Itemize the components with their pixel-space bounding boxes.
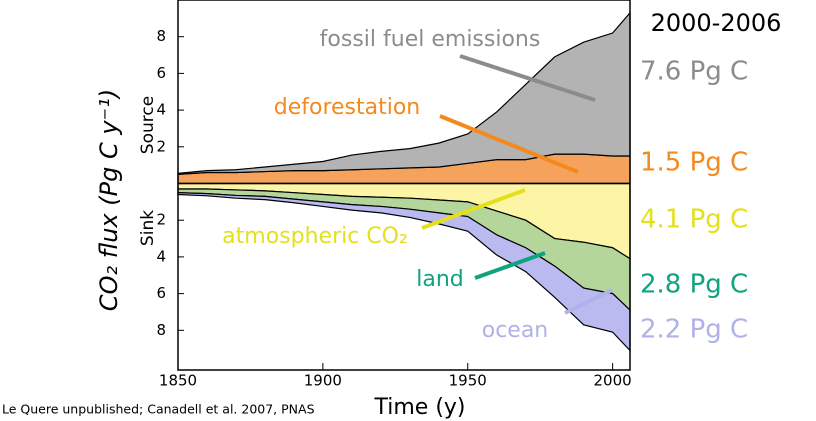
x-tick-label: 1850 — [159, 372, 197, 390]
y-tick-label: 2 — [156, 137, 166, 155]
mean-label: 1.5 Pg C — [640, 148, 748, 178]
credit: Le Quere unpublished; Canadell et al. 20… — [2, 402, 315, 417]
mean-label: 7.6 Pg C — [640, 57, 748, 87]
series-label: atmospheric CO₂ — [222, 224, 408, 249]
series-label: land — [416, 267, 464, 292]
pointer — [474, 251, 546, 280]
source-label: Source — [138, 96, 158, 154]
y-tick-label: 6 — [156, 284, 166, 302]
series-label: deforestation — [274, 95, 421, 120]
pointer — [439, 114, 579, 174]
y-tick-label: 2 — [156, 211, 166, 229]
y-tick-label: 4 — [156, 101, 166, 119]
x-tick-label: 1900 — [304, 372, 342, 390]
x-axis-label: Time (y) — [373, 395, 465, 420]
sink-label: Sink — [138, 210, 158, 246]
mean-label: 2.2 Pg C — [640, 315, 748, 345]
x-tick-label: 1950 — [449, 372, 487, 390]
pointer — [459, 54, 596, 102]
y-axis-label: CO₂ flux (Pg C y⁻¹) — [95, 89, 123, 311]
pointer — [421, 188, 526, 230]
period-label: 2000-2006 — [651, 9, 782, 37]
x-tick-label: 2000 — [594, 372, 632, 390]
mean-label: 2.8 Pg C — [640, 270, 748, 300]
y-tick-label: 6 — [156, 64, 166, 82]
series-label: ocean — [482, 318, 549, 343]
mean-label: 4.1 Pg C — [640, 205, 748, 235]
y-tick-label: 8 — [156, 27, 166, 45]
series-label: fossil fuel emissions — [320, 27, 541, 52]
y-tick-label: 8 — [156, 321, 166, 339]
pointer — [564, 288, 613, 315]
plot-frame — [177, 0, 631, 371]
y-tick-label: 4 — [156, 247, 166, 265]
